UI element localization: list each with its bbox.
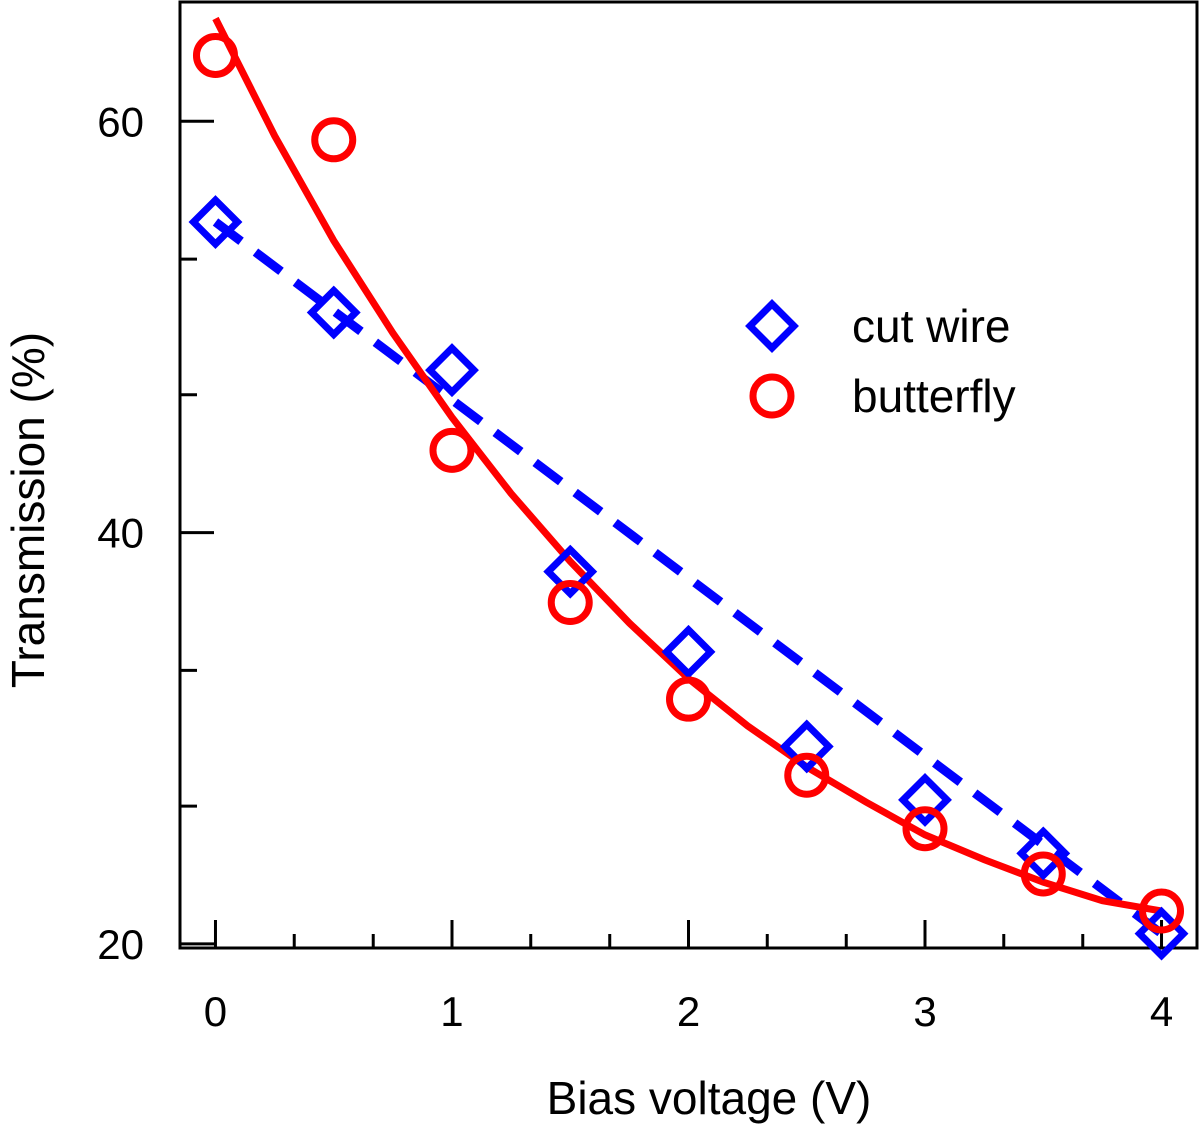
legend: cut wire butterfly bbox=[745, 299, 1016, 422]
cut-wire-point bbox=[898, 772, 952, 827]
axis-tick-labels: 0 1 2 3 4 20 40 60 bbox=[97, 98, 1173, 1035]
y-axis-title: Transmission (%) bbox=[2, 332, 54, 688]
cut-wire-point bbox=[425, 343, 479, 398]
y-tick-label: 40 bbox=[97, 510, 144, 557]
plot-frame bbox=[178, 0, 1199, 950]
legend-butterfly-marker bbox=[749, 373, 795, 419]
butterfly-point bbox=[902, 806, 948, 852]
y-tick-label: 20 bbox=[97, 921, 144, 968]
butterfly-point bbox=[192, 32, 238, 78]
x-tick-label: 2 bbox=[677, 988, 700, 1035]
axis-ticks bbox=[180, 119, 1164, 948]
legend-cut-wire-marker bbox=[745, 299, 799, 353]
cut-wire-point bbox=[306, 285, 361, 340]
cut-wire-fit-line bbox=[212, 218, 1165, 938]
butterfly-point bbox=[666, 676, 711, 722]
data-markers bbox=[188, 32, 1189, 961]
x-axis-title: Bias voltage (V) bbox=[547, 1072, 872, 1124]
legend-butterfly-label: butterfly bbox=[852, 370, 1016, 422]
cut-wire-point bbox=[1016, 826, 1071, 881]
butterfly-fit-line bbox=[212, 16, 1163, 915]
x-tick-label: 0 bbox=[204, 988, 227, 1035]
butterfly-point bbox=[429, 427, 475, 473]
butterfly-point bbox=[1139, 888, 1185, 934]
cut-wire-point bbox=[661, 624, 716, 679]
cut-wire-point bbox=[543, 544, 598, 599]
cut-wire-point bbox=[188, 195, 243, 249]
y-tick-label: 60 bbox=[97, 98, 144, 145]
fit-curves bbox=[212, 16, 1165, 938]
butterfly-point bbox=[547, 580, 593, 626]
butterfly-point bbox=[784, 752, 830, 798]
x-tick-label: 3 bbox=[913, 988, 936, 1035]
x-tick-label: 4 bbox=[1150, 988, 1173, 1035]
butterfly-point bbox=[1020, 851, 1066, 897]
butterfly-point bbox=[311, 117, 357, 163]
x-tick-label: 1 bbox=[440, 988, 463, 1035]
legend-cut-wire-label: cut wire bbox=[852, 300, 1010, 352]
cut-wire-point bbox=[779, 719, 834, 774]
